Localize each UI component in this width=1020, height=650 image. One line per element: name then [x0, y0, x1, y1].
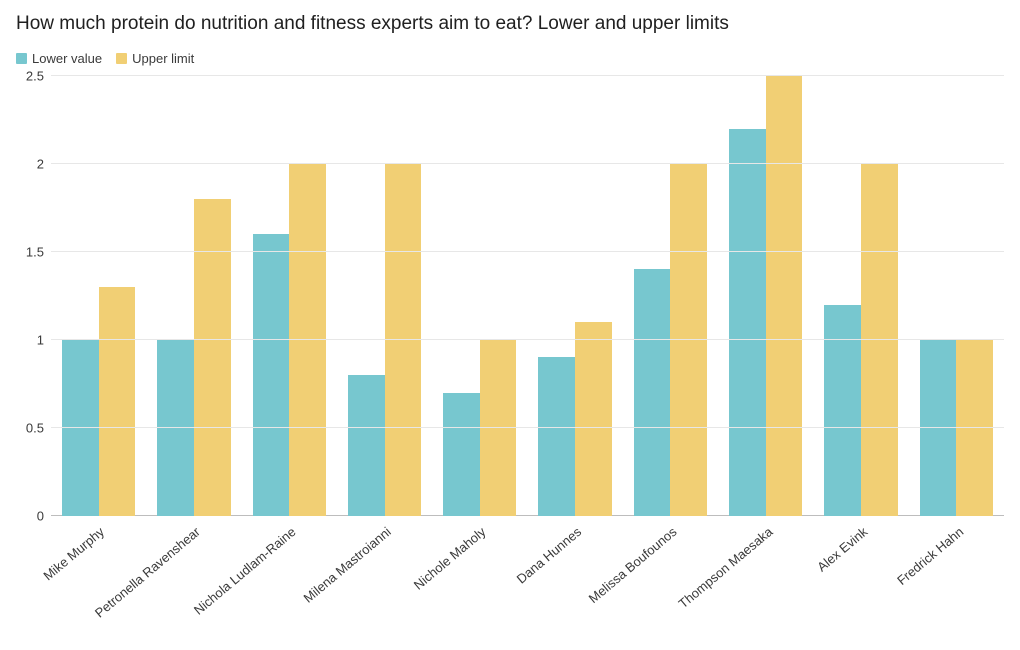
- y-tick-label: 0.5: [26, 421, 44, 434]
- bar: [443, 393, 480, 516]
- bar-group: [909, 76, 1004, 516]
- legend-item-lower: Lower value: [16, 51, 102, 66]
- bar: [157, 340, 194, 516]
- bar-group: [718, 76, 813, 516]
- plot-area: [50, 76, 1004, 516]
- y-tick-label: 1: [37, 333, 44, 346]
- bar: [575, 322, 612, 516]
- bar-group: [337, 76, 432, 516]
- chart-title: How much protein do nutrition and fitnes…: [16, 12, 1004, 37]
- bar: [348, 375, 385, 516]
- legend-swatch-upper: [116, 53, 127, 64]
- bar-group: [146, 76, 241, 516]
- bar-group: [527, 76, 622, 516]
- x-label-cell: Fredrick Hahn: [909, 516, 1004, 626]
- bar: [920, 340, 957, 516]
- gridline: [51, 163, 1004, 164]
- protein-chart: How much protein do nutrition and fitnes…: [0, 0, 1020, 650]
- legend-label-upper: Upper limit: [132, 51, 194, 66]
- bar-group: [623, 76, 718, 516]
- bar: [538, 357, 575, 515]
- y-tick-label: 0: [37, 509, 44, 522]
- x-axis: Mike MurphyPetronella RavenshearNichola …: [50, 516, 1004, 626]
- plot-area-wrap: 00.511.522.5: [16, 76, 1004, 516]
- bar: [194, 199, 231, 516]
- x-label-cell: Nichole Maholy: [432, 516, 527, 626]
- gridline: [51, 251, 1004, 252]
- bar-group: [242, 76, 337, 516]
- bar: [956, 340, 993, 516]
- bar-group: [51, 76, 146, 516]
- x-label-cell: Nichola Ludlam-Raine: [241, 516, 336, 626]
- bar: [385, 164, 422, 516]
- legend-label-lower: Lower value: [32, 51, 102, 66]
- chart-legend: Lower value Upper limit: [16, 51, 1004, 66]
- bar: [824, 305, 861, 516]
- gridline: [51, 75, 1004, 76]
- x-tick-label: Mike Murphy: [41, 524, 108, 583]
- y-axis: 00.511.522.5: [16, 76, 50, 516]
- legend-item-upper: Upper limit: [116, 51, 194, 66]
- bar: [729, 129, 766, 516]
- bar: [634, 269, 671, 515]
- bar: [861, 164, 898, 516]
- x-label-cell: Melissa Boufounos: [622, 516, 717, 626]
- y-tick-label: 2.5: [26, 69, 44, 82]
- x-label-cell: Alex Evink: [813, 516, 908, 626]
- bar: [99, 287, 136, 516]
- bars-layer: [51, 76, 1004, 516]
- y-tick-label: 2: [37, 157, 44, 170]
- bar-group: [813, 76, 908, 516]
- bar: [480, 340, 517, 516]
- bar: [766, 76, 803, 516]
- bar: [289, 164, 326, 516]
- gridline: [51, 427, 1004, 428]
- x-label-cell: Dana Hunnes: [527, 516, 622, 626]
- bar: [670, 164, 707, 516]
- bar: [62, 340, 99, 516]
- x-label-cell: Thompson Maesaka: [718, 516, 813, 626]
- x-tick-label: Alex Evink: [814, 524, 870, 575]
- x-label-cell: Milena Mastroianni: [336, 516, 431, 626]
- gridline: [51, 339, 1004, 340]
- bar-group: [432, 76, 527, 516]
- y-tick-label: 1.5: [26, 245, 44, 258]
- bar: [253, 234, 290, 516]
- legend-swatch-lower: [16, 53, 27, 64]
